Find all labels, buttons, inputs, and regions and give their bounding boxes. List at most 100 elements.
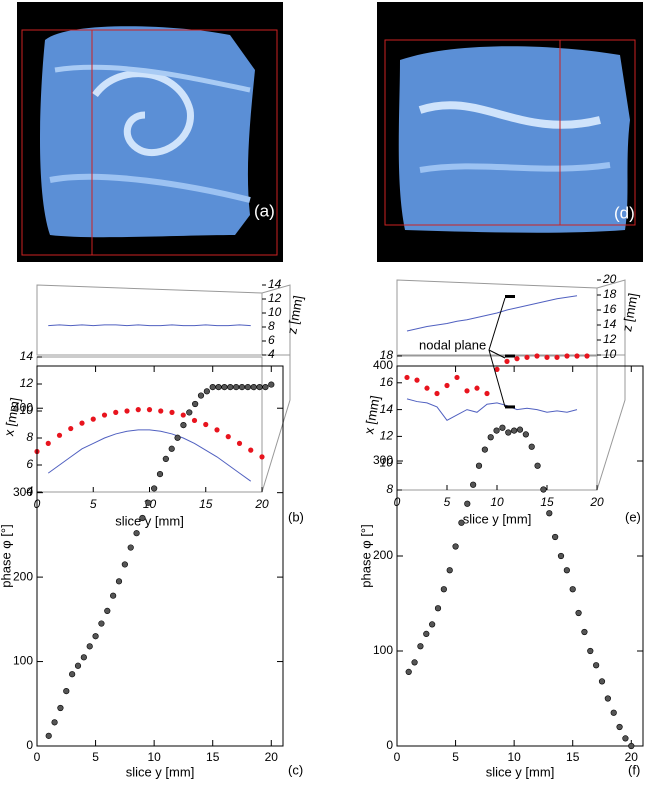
x-tick-label: 5	[90, 497, 97, 511]
data-point	[593, 662, 600, 669]
data-point	[444, 382, 450, 389]
data-point	[256, 384, 263, 391]
data-point	[180, 422, 187, 429]
data-point	[259, 454, 265, 460]
y-tick-label: 0	[26, 738, 33, 752]
data-point	[484, 390, 490, 397]
render-d: (d)	[377, 2, 643, 262]
data-point	[504, 358, 510, 364]
data-point	[203, 388, 210, 395]
data-point	[411, 659, 418, 666]
data-point	[57, 704, 64, 712]
y-tick-label: 12	[20, 376, 34, 390]
z-tick-label: 14	[603, 317, 617, 331]
data-point	[546, 510, 553, 517]
y-tick-label: 300	[373, 453, 393, 467]
data-point	[464, 388, 470, 394]
data-point	[493, 427, 500, 434]
y-tick-label: 4	[26, 484, 33, 498]
y-tick-label: 10	[20, 403, 34, 417]
data-point	[244, 384, 251, 391]
x-tick-label: 15	[206, 750, 220, 764]
data-point	[169, 409, 175, 415]
y-tick-label: 8	[386, 482, 393, 496]
data-point	[522, 431, 529, 438]
panel-label: (a)	[254, 201, 275, 220]
data-point	[505, 429, 512, 436]
data-point	[268, 381, 275, 388]
data-point	[168, 445, 175, 452]
data-point	[514, 356, 520, 362]
plot-frame	[396, 355, 598, 491]
x-tick-label: 5	[452, 750, 459, 764]
data-point	[481, 446, 488, 453]
data-point	[90, 416, 96, 422]
series-line	[48, 324, 251, 327]
data-point	[544, 354, 550, 360]
data-point	[250, 384, 257, 391]
data-point	[554, 354, 560, 360]
data-point	[69, 671, 76, 678]
data-point	[45, 440, 51, 446]
data-point	[540, 486, 547, 493]
y-axis-label: x [mm]	[361, 394, 383, 435]
data-point	[423, 630, 430, 638]
data-point	[113, 409, 119, 415]
y-tick-label: 10	[380, 455, 394, 469]
panel-label: (e)	[625, 509, 641, 524]
data-point	[262, 384, 269, 391]
data-point	[464, 500, 471, 507]
data-point	[145, 499, 152, 506]
data-point	[133, 530, 140, 537]
data-point	[203, 421, 209, 428]
data-point	[414, 377, 420, 383]
data-point	[404, 374, 410, 381]
y-tick-label: 18	[380, 348, 394, 362]
data-point	[158, 408, 164, 414]
data-point	[569, 586, 576, 593]
data-point	[68, 425, 74, 432]
x-axis-label: slice y [mm]	[115, 513, 184, 528]
data-point	[534, 353, 540, 359]
data-point	[146, 407, 153, 413]
data-point	[124, 408, 130, 414]
y-tick-label: 400	[373, 358, 393, 372]
data-point	[440, 586, 447, 593]
data-point	[575, 609, 582, 617]
data-point	[86, 643, 93, 650]
data-point	[56, 432, 63, 438]
y-tick-label: 0	[386, 738, 393, 752]
data-point	[101, 412, 108, 418]
z-tick-label: 16	[603, 302, 617, 316]
data-point	[221, 384, 228, 391]
y-axis-label: phase φ [°]	[358, 524, 373, 588]
data-point	[197, 392, 205, 399]
y-tick-label: 400	[13, 400, 33, 414]
data-point	[587, 647, 594, 655]
data-point	[186, 409, 193, 416]
y-axis-label: x [mm]	[1, 396, 23, 437]
data-point	[121, 561, 128, 568]
x-tick-label: 10	[147, 750, 161, 764]
data-point	[162, 455, 169, 462]
data-point	[584, 353, 590, 359]
data-point	[225, 434, 231, 440]
data-point	[564, 353, 570, 359]
data-point	[622, 735, 629, 742]
data-point	[557, 552, 565, 560]
data-point	[104, 607, 111, 614]
z-tick-label: 14	[268, 277, 282, 291]
x-axis-label: slice y [mm]	[463, 511, 532, 526]
data-point	[135, 407, 141, 413]
z-axis-label: z [mm]	[284, 294, 306, 335]
x-tick-label: 0	[394, 750, 401, 764]
panel-label: (f)	[628, 762, 640, 777]
x-tick-label: 20	[589, 495, 604, 509]
z-tick-label: 20	[602, 272, 617, 286]
z-tick-label: 10	[603, 347, 617, 361]
data-point	[238, 384, 246, 391]
data-point	[494, 366, 500, 372]
data-point	[80, 654, 87, 661]
data-point	[98, 620, 105, 627]
